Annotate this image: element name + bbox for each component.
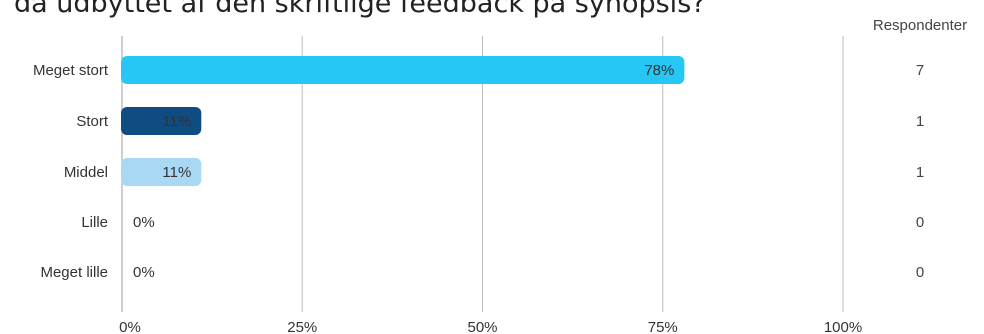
x-tick-label: 0% <box>119 319 141 334</box>
bar-value-label: 78% <box>644 62 674 79</box>
category-label: Stort <box>76 113 109 130</box>
bar-value-label: 0% <box>133 214 155 231</box>
category-label: Meget lille <box>40 264 108 281</box>
bar <box>121 107 202 135</box>
bar-value-label: 11% <box>162 113 191 130</box>
respondent-count: 1 <box>916 164 924 181</box>
bar <box>121 158 202 186</box>
respondent-count: 0 <box>916 264 924 281</box>
respondents-header: Respondenter <box>873 17 967 34</box>
x-tick-label: 50% <box>467 319 497 334</box>
x-tick-label: 75% <box>648 319 678 334</box>
category-label: Lille <box>81 214 108 231</box>
x-tick-label: 100% <box>824 319 862 334</box>
category-label: Meget stort <box>33 62 109 79</box>
respondent-count: 7 <box>916 62 924 79</box>
respondent-count: 1 <box>916 113 924 130</box>
bar-value-label: 0% <box>133 264 155 281</box>
x-tick-label: 25% <box>287 319 317 334</box>
bar <box>121 56 685 84</box>
category-label: Middel <box>64 164 108 181</box>
respondent-count: 0 <box>916 214 924 231</box>
chart-title: da udbyttet af den skriftlige feedback p… <box>14 0 706 19</box>
bar-value-label: 11% <box>162 164 191 181</box>
